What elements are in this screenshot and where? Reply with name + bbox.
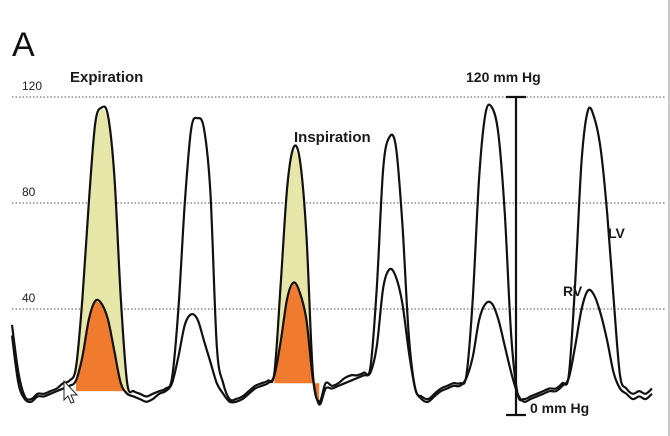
y-tick-label-40: 40 [22,291,36,305]
scale-top-label: 120 mm Hg [466,69,541,85]
rv-label: RV [563,283,583,299]
y-tick-label-120: 120 [22,79,42,93]
series-line-lv [10,103,653,403]
series-line-rv [10,267,653,406]
panel-letter: A [12,26,35,64]
panel-right-border [668,0,670,436]
lv-label: LV [608,225,626,241]
scale-bottom-label: 0 mm Hg [530,400,589,416]
expiration-label: Expiration [70,69,143,86]
inspiration-label: Inspiration [294,129,371,146]
y-tick-label-80: 80 [22,185,36,199]
mouse-cursor-icon [63,379,79,404]
